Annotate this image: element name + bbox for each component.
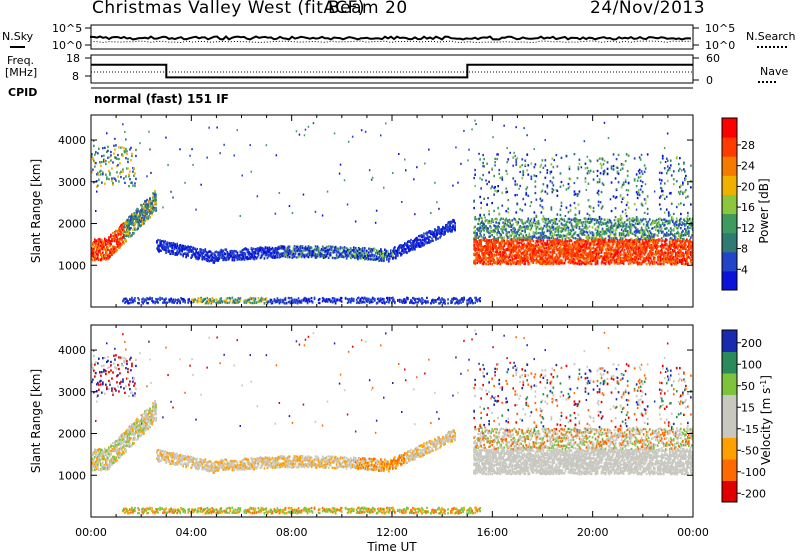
freq-line xyxy=(91,63,693,79)
nsky-tick-low: 10^0 xyxy=(52,39,82,52)
x-tick-label: 00:00 xyxy=(677,526,709,539)
noise-panel-ticks xyxy=(85,27,699,46)
freq-tick-high: 18 xyxy=(66,52,80,65)
power-panel-frame xyxy=(90,114,694,308)
power-swatch xyxy=(722,156,737,176)
power-colorbar-tick: 28 xyxy=(741,139,755,152)
nsearch-label: N.Search xyxy=(746,30,796,43)
y-tick-label: 1000 xyxy=(58,259,86,272)
velocity-swatch xyxy=(722,351,737,374)
power-colorbar-tick: 24 xyxy=(741,160,755,173)
velocity-swatch xyxy=(722,330,737,352)
y-tick-label: 4000 xyxy=(58,134,86,147)
velocity-colorbar-tick: -200 xyxy=(741,487,766,500)
x-tick-label: 12:00 xyxy=(376,526,408,539)
station-title: Christmas Valley West (fitACF) xyxy=(92,0,366,18)
power-swatch xyxy=(722,213,737,234)
y-tick-label: 2000 xyxy=(58,428,86,441)
velocity-colorbar-label: Velocity [m s-1] xyxy=(759,375,773,465)
y-tick-label: 2000 xyxy=(58,218,86,231)
power-colorbar-tick: 12 xyxy=(741,222,755,235)
freq-label: Freq. xyxy=(7,54,35,67)
velocity-colorbar-tick: 100 xyxy=(741,358,762,371)
date-title: 24/Nov/2013 xyxy=(590,0,706,18)
power-swatch xyxy=(722,232,737,253)
nave-dotted-key xyxy=(758,81,776,83)
power-swatch xyxy=(722,175,737,195)
power-colorbar-tick: 20 xyxy=(741,180,755,193)
power-swatch xyxy=(722,194,737,215)
x-tick-label: 00:00 xyxy=(75,526,107,539)
x-tick-label: 16:00 xyxy=(476,526,508,539)
power-swatch xyxy=(722,270,737,291)
freq-unit-label: [MHz] xyxy=(5,66,38,79)
nsearch-tick-low: 10^0 xyxy=(705,39,735,52)
velocity-swatch xyxy=(722,437,737,460)
velocity-colorbar-tick: -15 xyxy=(741,423,759,436)
nave-tick-low: 0 xyxy=(706,74,713,87)
velocity-swatch xyxy=(722,459,737,481)
x-tick-label: 20:00 xyxy=(577,526,609,539)
y-tick-label: 4000 xyxy=(58,344,86,357)
power-colorbar-tick: 8 xyxy=(741,243,748,256)
x-tick-labels: 00:00 04:00 08:00 12:00 16:00 20:00 00:00 xyxy=(75,526,709,539)
y-tick-label: 1000 xyxy=(58,469,86,482)
velocity-colorbar-tick: -100 xyxy=(741,466,766,479)
nsearch-dotted-line xyxy=(90,40,692,44)
velocity-ylabel: Slant Range [km] xyxy=(29,369,43,473)
power-axes: 1000 2000 3000 4000 xyxy=(58,115,694,307)
velocity-colorbar-tick: 50 xyxy=(741,380,755,393)
velocity-axes: 1000 2000 3000 4000 xyxy=(58,325,694,517)
power-swatch xyxy=(722,118,737,138)
velocity-colorbar-tick: 15 xyxy=(741,401,755,414)
nave-label: Nave xyxy=(760,65,789,78)
nsky-underline xyxy=(10,46,25,48)
nave-tick-high: 60 xyxy=(706,52,720,65)
velocity-swatch xyxy=(722,373,737,395)
velocity-colorbar-tick: 200 xyxy=(741,337,762,350)
velocity-colorbar: 200 100 50 15 -15 -50 -100 -200 xyxy=(721,329,766,503)
y-tick-label: 3000 xyxy=(58,386,86,399)
power-colorbar-tick: 16 xyxy=(741,201,755,214)
power-swatch xyxy=(722,137,737,157)
x-axis-label: Time UT xyxy=(366,540,417,554)
mode-label: normal (fast) 151 IF xyxy=(94,92,229,106)
velocity-swatch xyxy=(722,394,737,417)
power-colorbar-label: Power [dB] xyxy=(757,178,771,243)
x-tick-label: 04:00 xyxy=(175,526,207,539)
power-ylabel: Slant Range [km] xyxy=(29,159,43,263)
freq-panel-frame xyxy=(90,54,694,84)
nsky-tick-high: 10^5 xyxy=(52,22,82,35)
cpid-label: CPID xyxy=(8,86,38,99)
nsearch-tick-high: 10^5 xyxy=(705,22,735,35)
nsky-label: N.Sky xyxy=(2,30,34,43)
velocity-swatch xyxy=(722,480,737,503)
power-data xyxy=(91,119,693,305)
freq-panel-ticks xyxy=(85,57,699,81)
nsky-line xyxy=(90,35,692,41)
power-colorbar: 4 8 12 16 20 24 28 xyxy=(721,117,755,291)
beam-title: Beam 20 xyxy=(328,0,408,18)
velocity-data xyxy=(91,329,693,515)
x-tick-label: 08:00 xyxy=(276,526,308,539)
power-swatch xyxy=(722,251,737,272)
power-colorbar-tick: 4 xyxy=(741,263,748,276)
nsearch-dotted-key xyxy=(757,46,787,48)
velocity-colorbar-tick: -50 xyxy=(741,444,759,457)
y-tick-label: 3000 xyxy=(58,176,86,189)
velocity-swatch xyxy=(722,416,737,438)
velocity-panel-frame xyxy=(90,324,694,518)
freq-tick-low: 8 xyxy=(72,70,79,83)
